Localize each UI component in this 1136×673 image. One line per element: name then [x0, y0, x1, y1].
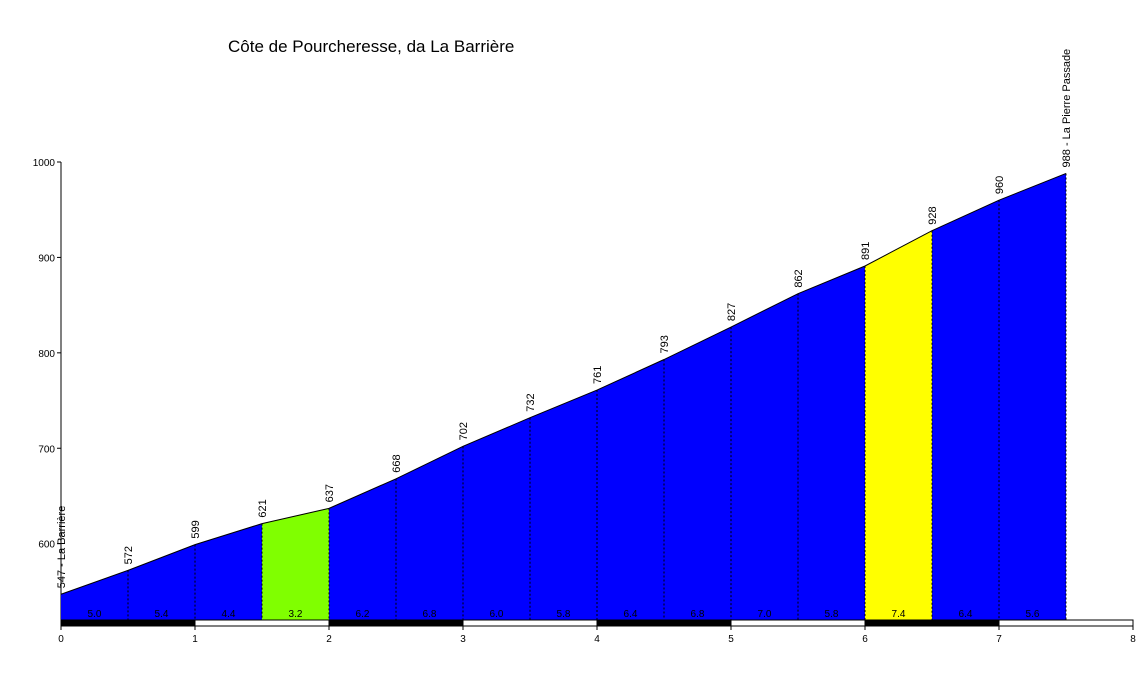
gradient-label: 6.8 [423, 609, 437, 620]
segment-area [932, 200, 999, 620]
chart-title: Côte de Pourcheresse, da La Barrière [228, 37, 514, 56]
x-tick-label: 6 [862, 634, 868, 645]
segment-area [396, 446, 463, 620]
segment-area [262, 508, 329, 620]
elevation-label: 732 [525, 393, 537, 411]
gradient-label: 3.2 [289, 609, 303, 620]
y-tick-label: 600 [38, 540, 55, 551]
x-tick-label: 8 [1130, 634, 1136, 645]
km-strip [60, 619, 196, 627]
gradient-label: 6.0 [490, 609, 504, 620]
gradient-label: 4.4 [222, 609, 236, 620]
elevation-label: 702 [458, 422, 470, 440]
y-tick-label: 1000 [33, 158, 56, 169]
km-strip [998, 619, 1134, 627]
elevation-label: 668 [391, 454, 403, 472]
gradient-label: 5.4 [155, 609, 169, 620]
segment-area [195, 523, 262, 620]
y-tick-label: 900 [38, 253, 55, 264]
km-strip [864, 619, 1000, 627]
gradient-label: 7.4 [892, 609, 906, 620]
gradient-label: 6.2 [356, 609, 370, 620]
x-tick-label: 1 [192, 634, 198, 645]
km-strip [462, 619, 598, 627]
elevation-label: 960 [994, 176, 1006, 194]
segment-area [865, 230, 932, 620]
segment-area [61, 570, 128, 620]
segment-area [731, 293, 798, 620]
elevation-label: 572 [123, 546, 135, 564]
gradient-label: 6.4 [959, 609, 973, 620]
elevation-label: 988 - La Pierre Passade [1061, 49, 1073, 168]
gradient-label: 6.8 [691, 609, 705, 620]
km-strip [596, 619, 732, 627]
segment-area [463, 417, 530, 620]
elevation-label: 599 [190, 520, 202, 538]
x-tick-label: 2 [326, 634, 332, 645]
segment-area [999, 173, 1066, 620]
gradient-label: 5.0 [88, 609, 102, 620]
gradient-label: 6.4 [624, 609, 638, 620]
km-strip [730, 619, 866, 627]
gradient-label: 5.6 [1026, 609, 1040, 620]
x-tick-label: 0 [58, 634, 64, 645]
gradient-label: 5.8 [557, 609, 571, 620]
elevation-label: 862 [793, 269, 805, 287]
x-tick-label: 5 [728, 634, 734, 645]
segment-area [530, 390, 597, 620]
gradient-label: 5.8 [825, 609, 839, 620]
x-tick-label: 3 [460, 634, 466, 645]
elevation-label: 761 [592, 366, 604, 384]
segment-area [798, 266, 865, 620]
segment-area [597, 359, 664, 620]
elevation-label: 793 [659, 335, 671, 353]
elevation-label: 621 [257, 499, 269, 517]
segment-area [664, 327, 731, 620]
elevation-label: 891 [860, 242, 872, 260]
y-tick-label: 700 [38, 444, 55, 455]
x-tick-label: 7 [996, 634, 1002, 645]
segment-area [128, 544, 195, 620]
segment-area [329, 478, 396, 620]
km-strip [194, 619, 330, 627]
profile-line [60, 172, 1067, 595]
elevation-label: 547 - La Barrière [56, 506, 68, 589]
x-tick-label: 4 [594, 634, 600, 645]
elevation-label: 637 [324, 484, 336, 502]
gradient-label: 7.0 [758, 609, 772, 620]
y-tick-label: 800 [38, 349, 55, 360]
elevation-label: 827 [726, 303, 738, 321]
km-strip [328, 619, 464, 627]
elevation-label: 928 [927, 206, 939, 224]
